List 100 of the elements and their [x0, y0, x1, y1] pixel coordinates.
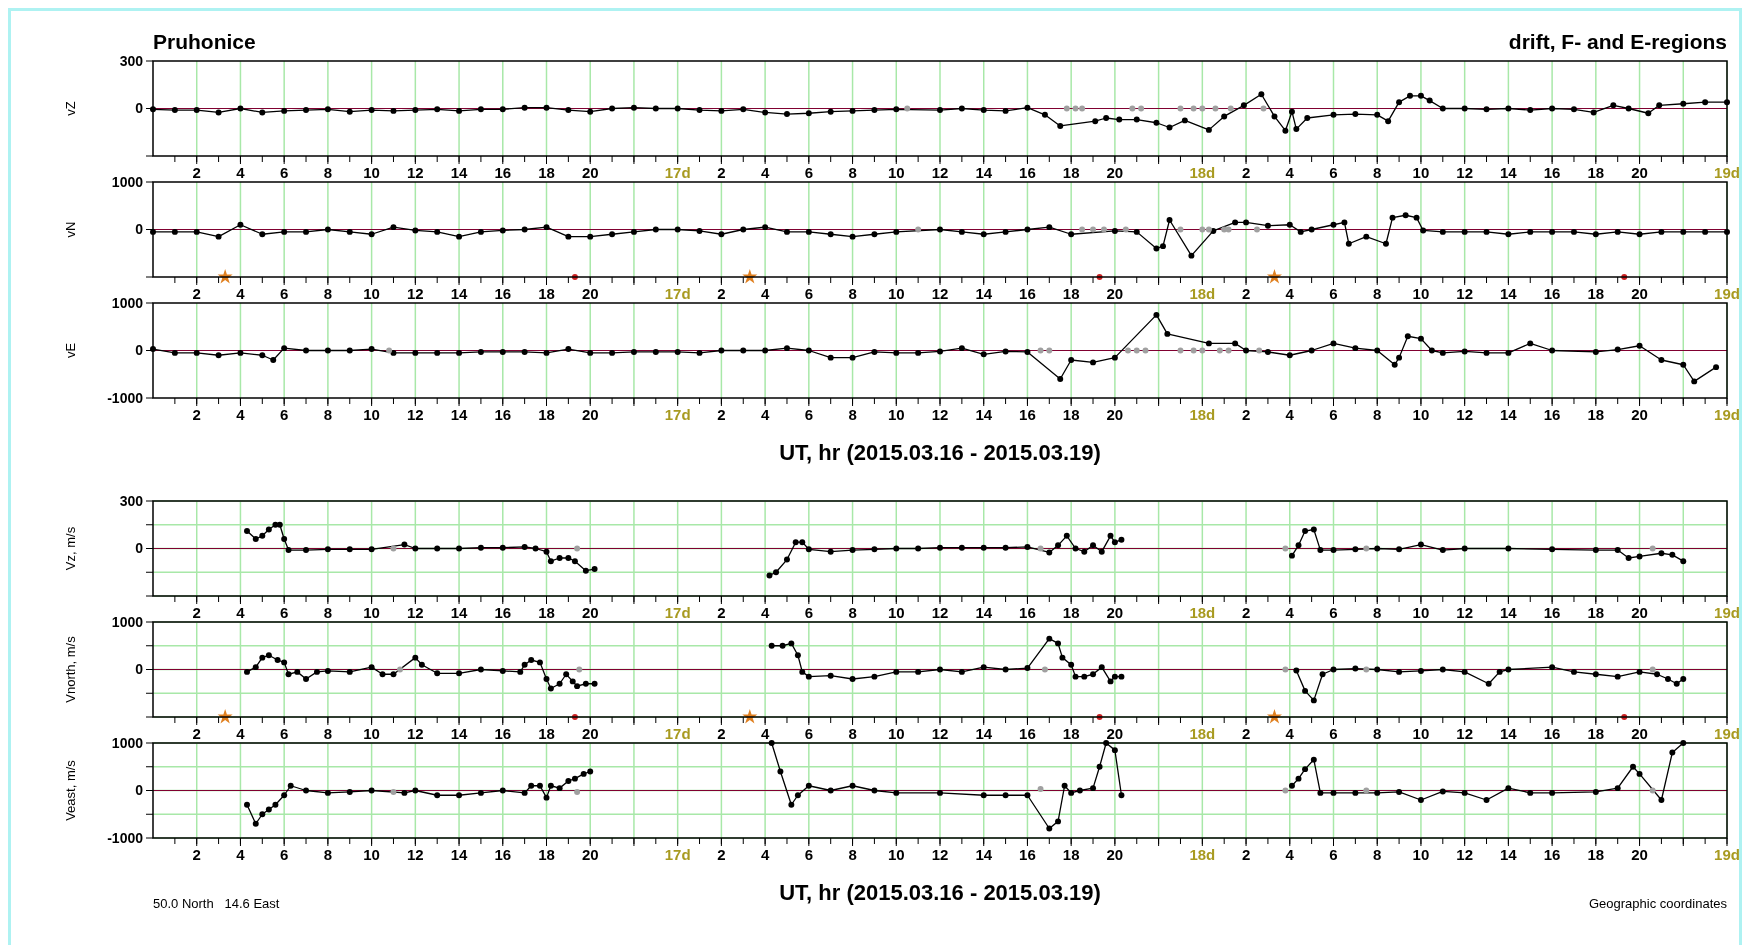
x-tick-label: 10 — [363, 604, 380, 621]
x-tick-label: 16 — [1019, 725, 1036, 742]
x-tick-label: 4 — [1285, 725, 1295, 742]
x-tick-label: 2 — [192, 164, 201, 181]
x-tick-label: 2 — [717, 725, 726, 742]
x-tick-label: 12 — [1456, 725, 1474, 742]
x-tick-label: 14 — [450, 164, 469, 181]
x-tick-label: 16 — [1543, 406, 1561, 423]
x-tick-label: 16 — [494, 846, 512, 863]
x-tick-label: 4 — [760, 285, 770, 302]
x-tick-label: 14 — [1500, 164, 1518, 181]
x-tick-label: 18 — [1062, 846, 1080, 863]
x-tick-label: 6 — [804, 725, 814, 742]
x-tick-label: 18 — [538, 164, 555, 181]
x-tick-label: 18 — [1062, 604, 1080, 621]
x-tick-label: 16 — [1543, 725, 1561, 742]
y-tick-label: 300 — [119, 52, 144, 69]
x-tick-label: 20 — [581, 604, 599, 621]
x-tick-label: 18 — [1587, 164, 1605, 181]
x-tick-label: 4 — [1285, 846, 1295, 863]
x-tick-label: 10 — [887, 406, 905, 423]
y-axis-title: vZ — [63, 101, 78, 116]
x-tick-label: 8 — [848, 846, 857, 863]
x-tick-label: 14 — [1500, 285, 1518, 302]
x-tick-label: 14 — [975, 406, 993, 423]
x-tick-label: 8 — [323, 725, 333, 742]
y-axis-title: vE — [63, 342, 78, 359]
x-tick-label: 16 — [1019, 164, 1036, 181]
x-tick-label: 4 — [760, 406, 770, 423]
y-axis-title: Veast, m/s — [63, 759, 78, 821]
x-tick-label: 17d — [664, 285, 691, 302]
x-tick-label: 19d — [1714, 846, 1740, 863]
y-tick-label: -1000 — [107, 829, 144, 846]
x-tick-label: 18 — [538, 285, 555, 302]
x-tick-label: 18d — [1189, 164, 1216, 181]
x-tick-label: 6 — [804, 846, 814, 863]
x-tick-label: 14 — [450, 846, 469, 863]
x-tick-label: 8 — [323, 406, 333, 423]
x-tick-label: 10 — [1412, 846, 1430, 863]
x-tick-label: 14 — [1500, 725, 1518, 742]
x-tick-label: 10 — [887, 285, 905, 302]
x-tick-label: 4 — [760, 725, 770, 742]
x-tick-label: 4 — [236, 285, 246, 302]
x-tick-label: 6 — [804, 164, 814, 181]
y-axis-title: vN — [63, 221, 78, 238]
y-tick-label: 1000 — [111, 294, 144, 311]
x-tick-label: 8 — [1373, 725, 1382, 742]
x-tick-label: 14 — [1500, 406, 1518, 423]
x-tick-label: 6 — [279, 725, 289, 742]
x-tick-label: 18 — [1062, 406, 1080, 423]
x-tick-label: 18d — [1189, 846, 1216, 863]
x-tick-label: 10 — [363, 406, 380, 423]
x-tick-label: 19d — [1714, 725, 1740, 742]
x-tick-label: 14 — [975, 285, 993, 302]
x-tick-label: 18 — [1587, 285, 1605, 302]
x-tick-label: 4 — [760, 846, 770, 863]
x-tick-label: 16 — [1019, 406, 1036, 423]
x-tick-label: 8 — [323, 285, 333, 302]
x-tick-label: 16 — [1019, 604, 1036, 621]
x-tick-label: 12 — [406, 604, 424, 621]
x-tick-label: 6 — [1329, 846, 1338, 863]
x-tick-label: 19d — [1714, 604, 1740, 621]
x-tick-label: 14 — [450, 406, 469, 423]
x-tick-label: 20 — [1631, 406, 1648, 423]
x-tick-label: 12 — [406, 164, 424, 181]
x-tick-label: 17d — [664, 164, 691, 181]
x-tick-label: 10 — [363, 285, 380, 302]
x-tick-label: 4 — [1285, 285, 1295, 302]
x-tick-label: 4 — [236, 406, 246, 423]
x-tick-label: 20 — [581, 285, 599, 302]
y-tick-label: 0 — [135, 782, 144, 799]
x-tick-label: 18 — [1587, 604, 1605, 621]
x-tick-label: 2 — [1241, 164, 1251, 181]
x-tick-label: 14 — [975, 725, 993, 742]
x-tick-label: 12 — [406, 846, 424, 863]
y-tick-label: 0 — [135, 221, 144, 238]
x-tick-label: 20 — [1631, 604, 1648, 621]
x-tick-label: 20 — [1106, 406, 1124, 423]
y-tick-label: 0 — [135, 342, 144, 359]
x-tick-label: 10 — [1412, 164, 1430, 181]
x-tick-label: 8 — [1373, 406, 1382, 423]
x-tick-label: 12 — [1456, 846, 1474, 863]
x-tick-label: 20 — [1106, 604, 1124, 621]
x-tick-label: 10 — [887, 846, 905, 863]
y-tick-label: 0 — [135, 540, 144, 557]
x-tick-label: 8 — [323, 604, 333, 621]
x-tick-label: 16 — [494, 406, 512, 423]
x-tick-label: 2 — [717, 846, 726, 863]
x-tick-label: 10 — [363, 725, 380, 742]
text: Geographic coordinates — [1588, 896, 1728, 911]
x-tick-label: 14 — [1500, 846, 1518, 863]
x-tick-label: 18 — [538, 725, 555, 742]
x-tick-label: 10 — [1412, 604, 1430, 621]
x-tick-label: 12 — [1456, 285, 1474, 302]
x-tick-label: 20 — [581, 406, 599, 423]
x-tick-label: 6 — [1329, 164, 1338, 181]
x-tick-label: 20 — [581, 164, 599, 181]
x-tick-label: 2 — [192, 725, 201, 742]
x-tick-label: 19d — [1714, 406, 1740, 423]
x-tick-label: 16 — [1543, 846, 1561, 863]
